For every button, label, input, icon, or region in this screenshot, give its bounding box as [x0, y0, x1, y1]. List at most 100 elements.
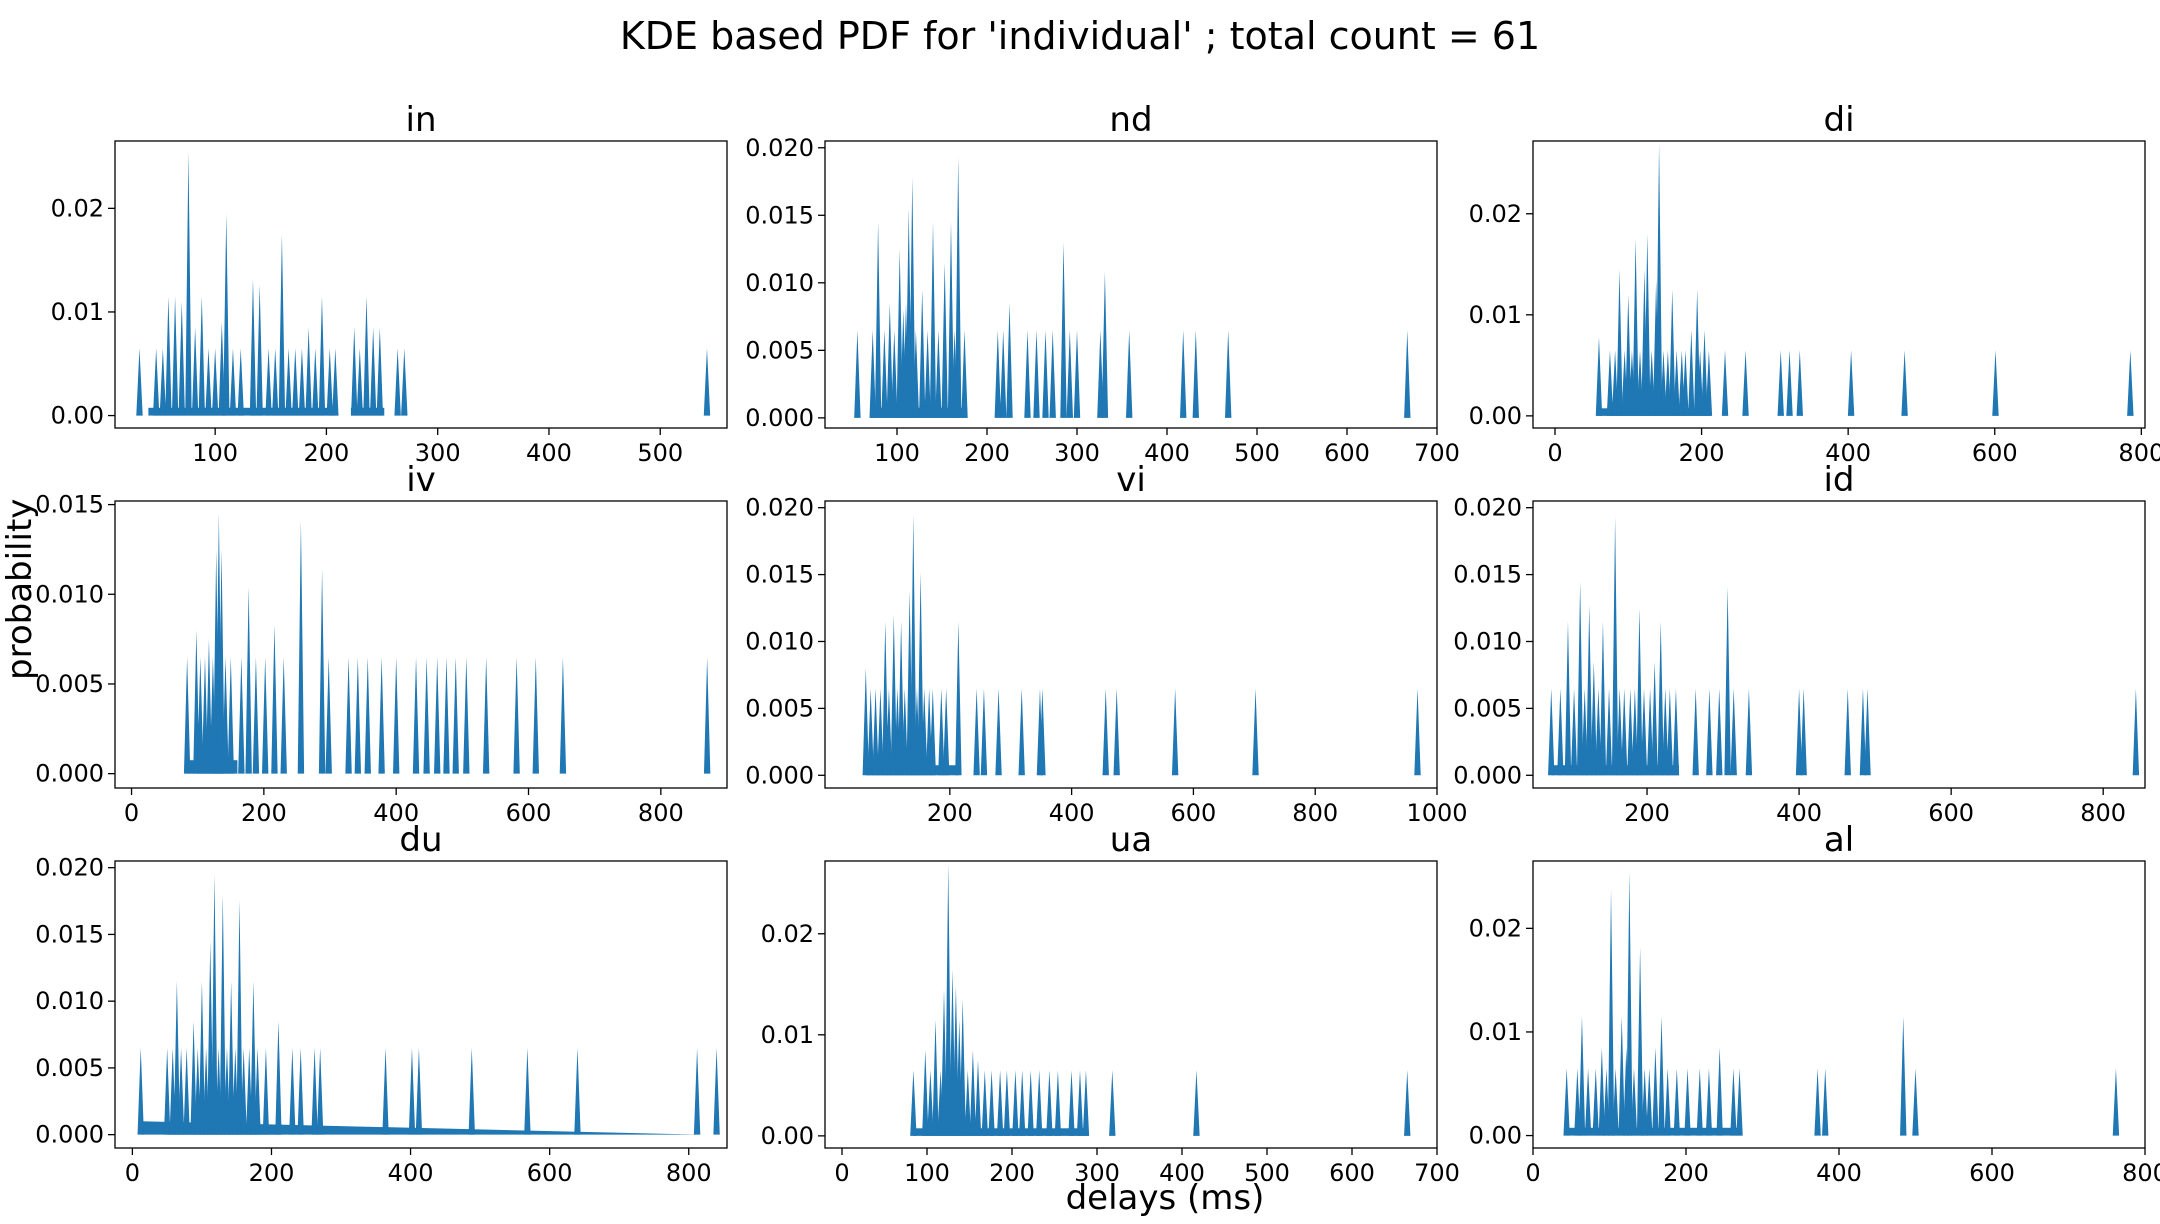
density-peak: [1641, 1068, 1648, 1136]
density-peak: [1859, 688, 1867, 776]
density-peak: [1651, 661, 1658, 776]
y-tick-label: 0.00: [51, 402, 104, 430]
y-tick-label: 0.00: [1469, 402, 1522, 430]
density-peak: [378, 657, 385, 774]
x-tick-label: 400: [1144, 439, 1190, 467]
density-peak: [1692, 688, 1699, 776]
density-peak: [272, 348, 279, 416]
density-peak: [1590, 661, 1598, 776]
density-peak: [1193, 1070, 1200, 1136]
density-peak: [1027, 1070, 1034, 1136]
density-peak: [183, 657, 191, 774]
density-peak: [703, 657, 711, 774]
density-peak: [1786, 350, 1793, 416]
x-tick-label: 700: [1414, 1159, 1460, 1187]
density-peak: [955, 621, 962, 776]
x-tick-label: 800: [2118, 439, 2160, 467]
density-peak: [1705, 350, 1713, 416]
density-peak: [364, 657, 371, 774]
density-peak: [254, 1047, 261, 1135]
subplot-ua: ua 0 100 200 300 400 500 600 700 0.00 0.01 0.02: [761, 820, 1460, 1187]
density-peak: [988, 1070, 995, 1136]
density-peak: [1049, 330, 1056, 418]
density-peak: [1616, 269, 1623, 416]
density-peak: [1039, 688, 1046, 776]
x-tick-label: 200: [989, 1159, 1035, 1187]
density-peak: [1626, 871, 1633, 1136]
density-peak: [1724, 586, 1731, 776]
density-peak: [1631, 688, 1639, 776]
density-peak: [1646, 688, 1654, 776]
density-peak: [947, 222, 955, 418]
subplot-title: iv: [406, 460, 436, 500]
density-peak: [1795, 688, 1803, 776]
density-peak: [941, 262, 948, 418]
y-tick-label: 0.005: [35, 670, 104, 698]
x-tick-label: 400: [526, 439, 572, 467]
density-peak: [1730, 688, 1737, 776]
y-tick-label: 0.00: [1469, 1122, 1522, 1150]
density-peak: [190, 1021, 197, 1135]
density-peak: [312, 348, 319, 416]
density-peak: [1003, 1070, 1011, 1136]
axes-frame: [1532, 500, 2146, 789]
y-tick-label: 0.020: [1453, 494, 1522, 522]
density-peak: [211, 348, 219, 416]
x-tick-label: 800: [1292, 799, 1338, 827]
density-peak: [401, 348, 408, 416]
y-tick-label: 0.01: [1469, 1018, 1522, 1046]
density-peak: [1018, 688, 1025, 776]
y-tick-label: 0.000: [35, 760, 104, 788]
density-peak: [369, 327, 377, 416]
density-peak: [318, 569, 326, 774]
density-peak: [218, 322, 226, 416]
density-peak: [351, 327, 358, 416]
density-peak: [935, 330, 942, 418]
density-peak: [1611, 517, 1619, 776]
density-peak: [1076, 1070, 1084, 1136]
density-peak: [922, 1049, 929, 1136]
density-peak: [1673, 350, 1680, 416]
density-peak: [1777, 350, 1784, 416]
axes-frame: [1532, 140, 2146, 429]
density-peak: [1646, 1068, 1653, 1136]
density-peak: [482, 657, 490, 774]
density-peak: [1605, 688, 1613, 776]
density-peak: [854, 330, 861, 418]
density-peak: [867, 688, 874, 776]
x-tick-label: 200: [304, 439, 350, 467]
density-peak: [1012, 1070, 1019, 1136]
density-peak: [1721, 350, 1729, 416]
y-tick-label: 0.010: [1453, 627, 1522, 655]
x-tick-label: 0: [1547, 439, 1562, 467]
density-peak: [198, 296, 205, 416]
density-peak: [412, 657, 420, 774]
density-peak: [981, 1070, 988, 1136]
density-peak: [872, 688, 879, 776]
x-tick-label: 800: [2122, 1159, 2160, 1187]
subplot-title: vi: [1116, 460, 1146, 500]
density-peak: [218, 549, 225, 774]
density-peak: [297, 520, 305, 774]
y-tick-label: 0.015: [1453, 561, 1522, 589]
density-peak: [171, 296, 179, 416]
density-peak: [882, 621, 889, 776]
density-peak: [250, 981, 257, 1135]
y-tick-label: 0.015: [745, 201, 814, 229]
density-peak: [191, 327, 199, 416]
density-peak: [240, 1047, 247, 1135]
density-peak: [1581, 688, 1588, 776]
density-peak: [237, 348, 244, 416]
y-tick-label: 0.01: [51, 298, 104, 326]
density-peak: [1102, 688, 1109, 776]
density-peak: [1612, 1068, 1619, 1136]
density-peak: [376, 327, 384, 416]
density-peak: [165, 296, 172, 416]
x-tick-label: 200: [249, 1159, 295, 1187]
density-peak: [1736, 1068, 1743, 1136]
density-peak: [1036, 1070, 1043, 1136]
subplot-title: al: [1824, 820, 1854, 860]
density-peak: [468, 1047, 475, 1135]
figure-title: KDE based PDF for 'individual' ; total c…: [619, 14, 1541, 58]
x-tick-label: 300: [415, 439, 461, 467]
